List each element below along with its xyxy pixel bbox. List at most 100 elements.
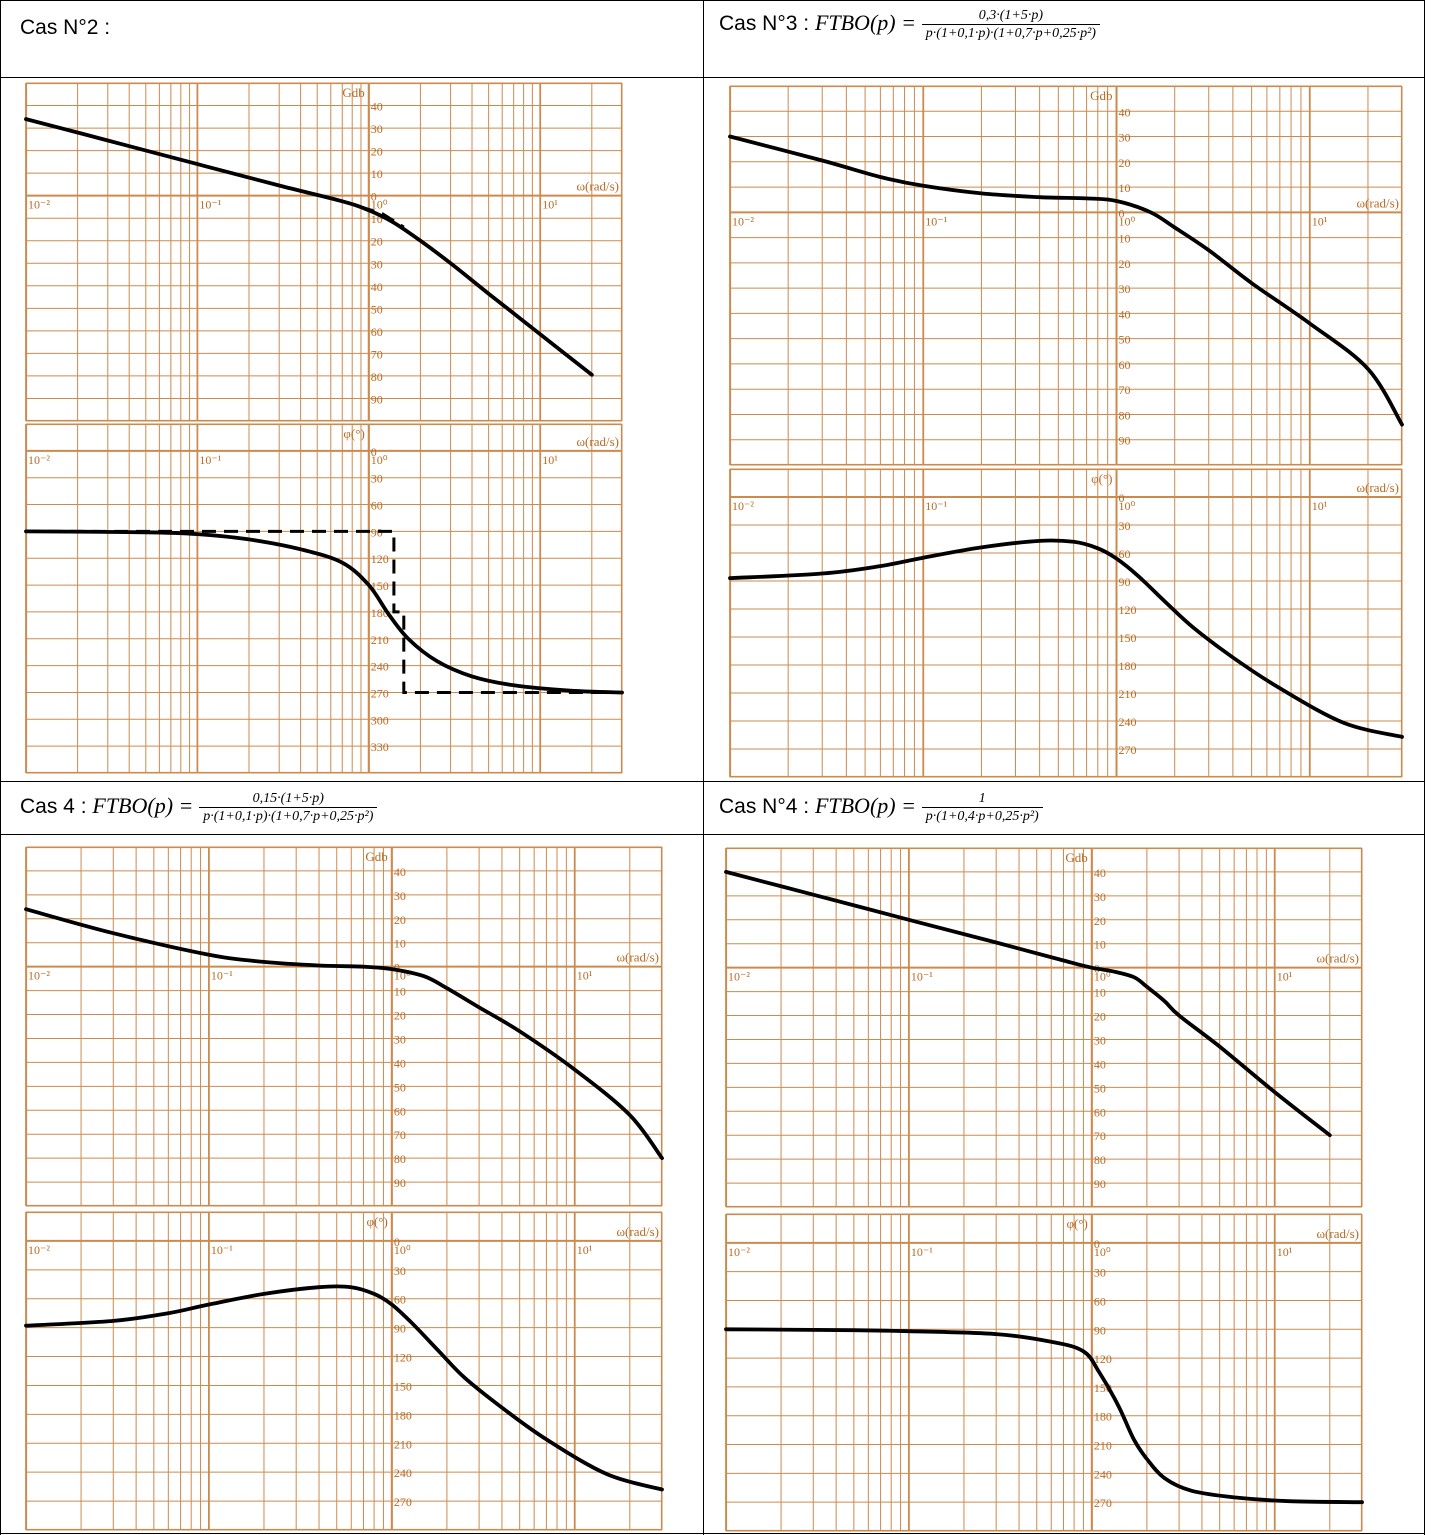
gain-tick-label: 80 [1119, 408, 1131, 422]
decade-label: 10⁻¹ [199, 198, 221, 212]
phase-series-line [724, 1327, 1364, 1505]
decade-label: 10⁻¹ [925, 214, 947, 228]
gain-tick-label: 40 [371, 100, 383, 114]
gain-series-line [724, 870, 1332, 1138]
gain-series-line [728, 134, 1404, 427]
gain-series-line [24, 907, 664, 1160]
title-function: FTBO(p) = [814, 10, 916, 36]
title-prefix: Cas 4 : [20, 795, 93, 819]
gain-axis-label: Gdb [1090, 88, 1112, 103]
gain-axis-label: Gdb [1065, 850, 1087, 865]
bode-phase-chart-cas3: 0 30 60 90 120 150 180 210 240 270 10⁻² 10⁻¹ 10⁰ 10¹ φ… [728, 468, 1404, 778]
gain-tick-label: 60 [371, 325, 383, 339]
decade-label: 10¹ [577, 969, 593, 983]
omega-axis-label: ω(rad/s) [1357, 480, 1400, 495]
decade-label: 10⁻² [28, 1243, 50, 1257]
phase-tick-label: 30 [1119, 519, 1131, 533]
table-border-mid [703, 0, 704, 1535]
gain-tick-label: 20 [1094, 1010, 1106, 1024]
transfer-function-fraction: 0,15·(1+5·p) p·(1+0,1·p)·(1+0,7·p+0,25·p… [199, 790, 378, 825]
decade-label: 10⁰ [371, 453, 388, 467]
title-function: FTBO(p) = [92, 793, 194, 819]
decade-label: 10⁻¹ [911, 1245, 933, 1259]
phase-tick-label: 0 [1094, 1237, 1100, 1251]
table-border-top [0, 0, 1425, 1]
phase-tick-label: 60 [1119, 547, 1131, 561]
phase-tick-label: 90 [1119, 575, 1131, 589]
fraction-numerator: 0,3·(1+5·p) [978, 8, 1044, 23]
phase-axis-label: φ(°) [343, 426, 364, 441]
phase-tick-label: 300 [371, 713, 389, 727]
decade-label: 10⁻² [28, 198, 50, 212]
gain-tick-label: 40 [394, 865, 406, 879]
gain-tick-label: 30 [394, 889, 406, 903]
fraction-denominator: p·(1+0,1·p)·(1+0,7·p+0,25·p²) [921, 24, 1100, 42]
decade-label: 10⁻¹ [211, 969, 233, 983]
decade-label: 10⁰ [371, 198, 388, 212]
decade-label: 10⁻¹ [925, 499, 947, 513]
phase-tick-label: 210 [371, 633, 389, 647]
gain-tick-label: 20 [1094, 914, 1106, 928]
phase-tick-label: 0 [394, 1235, 400, 1249]
gain-tick-label: 30 [1094, 1033, 1106, 1047]
decade-label: 10⁻² [28, 969, 50, 983]
omega-axis-label: ω(rad/s) [617, 1224, 660, 1239]
gain-tick-label: 0 [1119, 206, 1125, 220]
decade-label: 10⁰ [1094, 1245, 1111, 1259]
fraction-denominator: p·(1+0,1·p)·(1+0,7·p+0,25·p²) [199, 807, 378, 825]
gain-tick-label: 10 [1119, 181, 1131, 195]
decade-label: 10⁻² [728, 1245, 750, 1259]
gain-tick-label: 10 [394, 937, 406, 951]
gain-tick-label: 90 [1094, 1177, 1106, 1191]
gain-tick-label: 70 [394, 1128, 406, 1142]
omega-axis-label: ω(rad/s) [617, 950, 660, 965]
gain-tick-label: 10 [1119, 232, 1131, 246]
title-function: FTBO(p) = [814, 793, 916, 819]
phase-tick-label: 240 [1119, 715, 1137, 729]
gain-tick-label: 40 [1119, 105, 1131, 119]
asymptote-series-line [26, 529, 622, 694]
gain-tick-label: 0 [394, 961, 400, 975]
phase-tick-label: 30 [1094, 1266, 1106, 1280]
fraction-denominator: p·(1+0,4·p+0,25·p²) [921, 807, 1043, 825]
decade-label: 10⁻² [732, 214, 754, 228]
gain-tick-label: 30 [371, 257, 383, 271]
fraction-numerator: 0,15·(1+5·p) [252, 791, 324, 806]
title-prefix: Cas N°3 : [719, 12, 815, 36]
phase-tick-label: 240 [371, 660, 389, 674]
decade-label: 10⁻² [732, 499, 754, 513]
gain-series-line [24, 117, 594, 377]
phase-tick-label: 60 [1094, 1294, 1106, 1308]
gain-tick-label: 30 [1119, 131, 1131, 145]
gain-tick-label: 40 [1094, 866, 1106, 880]
phase-tick-label: 150 [371, 579, 389, 593]
gain-tick-label: 30 [1119, 282, 1131, 296]
omega-axis-label: ω(rad/s) [577, 434, 620, 449]
row-separator [0, 781, 1425, 782]
phase-tick-label: 180 [1119, 659, 1137, 673]
gain-tick-label: 70 [1119, 383, 1131, 397]
omega-axis-label: ω(rad/s) [1317, 951, 1360, 966]
decade-label: 10⁰ [1119, 499, 1136, 513]
phase-axis-label: φ(°) [1066, 1216, 1087, 1231]
table-border-left [0, 0, 1, 1535]
row1-header-line [0, 77, 1425, 78]
phase-tick-label: 60 [394, 1293, 406, 1307]
gain-tick-label: 20 [394, 913, 406, 927]
gain-tick-label: 10 [1094, 938, 1106, 952]
phase-tick-label: 90 [371, 525, 383, 539]
phase-tick-label: 270 [371, 686, 389, 700]
decade-label: 10⁰ [394, 1243, 411, 1257]
phase-tick-label: 30 [394, 1264, 406, 1278]
cell-title-cas4a: Cas 4 : FTBO(p) = 0,15·(1+5·p) p·(1+0,1·… [20, 790, 378, 825]
gain-tick-label: 40 [1119, 307, 1131, 321]
gain-tick-label: 30 [394, 1032, 406, 1046]
bode-phase-chart-cas4a: 0 30 60 90 120 150 180 210 240 270 10⁻² 10⁻¹ 10⁰ 10¹ φ… [24, 1211, 664, 1531]
gain-tick-label: 30 [1094, 890, 1106, 904]
gain-tick-label: 50 [371, 302, 383, 316]
phase-tick-label: 30 [371, 472, 383, 486]
gain-tick-label: 20 [394, 1009, 406, 1023]
table-border-bottom [0, 1533, 1425, 1534]
transfer-function-fraction: 1 p·(1+0,4·p+0,25·p²) [921, 790, 1043, 825]
decade-label: 10⁻¹ [211, 1243, 233, 1257]
